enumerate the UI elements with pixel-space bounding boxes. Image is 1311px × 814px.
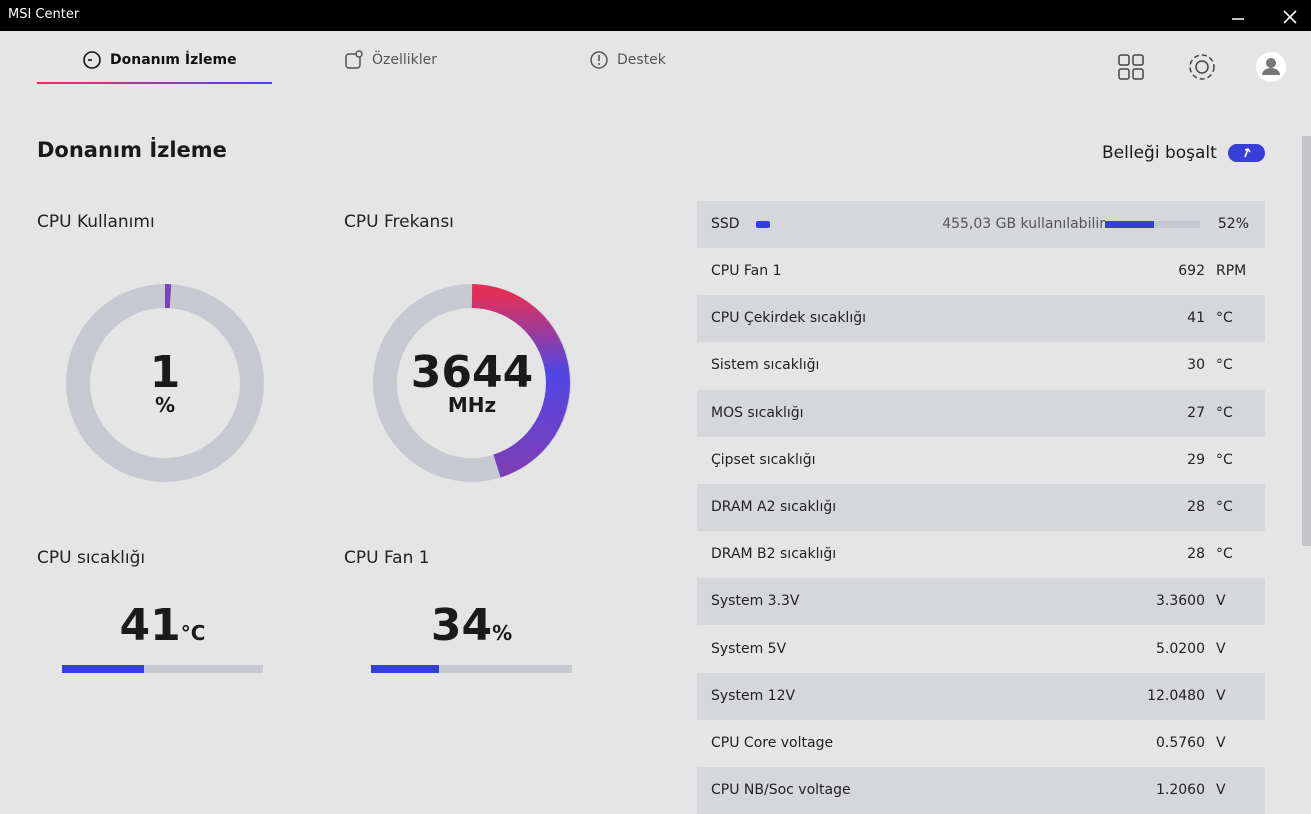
gauge-label: CPU Frekansı (344, 212, 454, 232)
sensor-unit: °C (1216, 357, 1233, 374)
sensor-row: CPU Core voltage 0.5760 V (697, 720, 1265, 767)
tab-underline (37, 82, 272, 84)
tab[interactable]: Destek (589, 50, 666, 70)
ring-value (471, 284, 570, 478)
bar-track (62, 665, 263, 673)
sensor-value: 29 (1187, 451, 1205, 468)
title-bar: MSI Center (0, 0, 1311, 31)
sensor-row: Çipset sıcaklığı 29 °C (697, 437, 1265, 484)
gauges (66, 284, 571, 482)
sensor-row: Sistem sıcaklığı 30 °C (697, 342, 1265, 389)
gauge-value: 3644 (410, 347, 534, 398)
tab-icon (590, 51, 608, 69)
gauge-unit: MHz (447, 393, 497, 417)
sensor-unit: °C (1216, 310, 1233, 327)
sensor-value: 1.2060 (1156, 782, 1205, 799)
sensor-row: System 3.3V 3.3600 V (697, 578, 1265, 626)
bar-value (371, 665, 440, 673)
sensor-row: CPU Çekirdek sıcaklığı 41 °C (697, 295, 1265, 343)
sensor-name: System 5V (711, 640, 787, 657)
bar-value (62, 665, 145, 673)
sensor-row: System 5V 5.0200 V (697, 626, 1265, 673)
sensor-name: CPU Core voltage (711, 735, 834, 751)
bar-track (371, 665, 572, 673)
sensor-unit: V (1216, 735, 1226, 751)
sensor-value: 27 (1187, 404, 1205, 421)
sensor-unit: V (1216, 640, 1226, 657)
free-memory-button[interactable] (1228, 144, 1266, 163)
sensor-row: System 12V 12.0480 V (697, 672, 1265, 720)
tab[interactable]: Özellikler (344, 50, 437, 70)
gauge-label: CPU Fan 1 (344, 548, 430, 568)
sensor-row: CPU NB/Soc voltage 1.2060 V (697, 767, 1265, 814)
sensor-unit: V (1216, 593, 1226, 610)
gauge-label: CPU sıcaklığı (37, 548, 146, 568)
sensor-name: Sistem sıcaklığı (711, 357, 820, 374)
gauge-unit: % (154, 393, 176, 417)
scrollbar[interactable] (1302, 136, 1311, 546)
fan-readout: 34 % (371, 600, 572, 651)
sensor-unit: °C (1216, 499, 1233, 515)
toolbar-icons[interactable] (1116, 52, 1291, 84)
sensor-unit: °C (1216, 546, 1233, 563)
window-title: MSI Center (8, 7, 80, 22)
gauge-value: 1 (149, 347, 181, 398)
page-title: Donanım İzleme (37, 138, 227, 162)
sensor-name: System 3.3V (711, 593, 800, 610)
tab-icon (345, 50, 363, 69)
sensor-value: 692 (1178, 263, 1205, 279)
ssd-value: 52 (1217, 216, 1236, 232)
ssd-unit: % (1235, 216, 1249, 232)
gauge-value: 41 (119, 600, 181, 651)
ssd-label: SSD (711, 216, 740, 232)
tab[interactable]: Donanım İzleme (82, 50, 237, 70)
window-controls[interactable] (1230, 10, 1300, 24)
tab-label: Özellikler (372, 52, 438, 68)
ssd-row: SSD 455,03 GB kullanılabilir 52% (697, 201, 1265, 248)
sensor-value: 28 (1187, 546, 1205, 563)
sensor-value: 0.5760 (1156, 735, 1205, 751)
sensor-name: CPU NB/Soc voltage (711, 782, 851, 799)
sensor-value: 41 (1187, 310, 1205, 327)
sensor-unit: RPM (1216, 263, 1247, 279)
sensor-name: DRAM A2 sıcaklığı (711, 499, 837, 515)
ssd-available: 455,03 GB kullanılabilir (942, 216, 1105, 232)
ring-value (66, 284, 264, 482)
tab-icon (83, 51, 101, 69)
sensor-name: System 12V (711, 687, 796, 704)
bar-track (1105, 221, 1200, 228)
temp-readout: 41 °C (62, 600, 263, 651)
sensor-name: Çipset sıcaklığı (711, 451, 816, 468)
sensor-name: DRAM B2 sıcaklığı (711, 546, 837, 563)
ssd-usage: 52% (1218, 216, 1249, 232)
sensor-row: DRAM B2 sıcaklığı 28 °C (697, 531, 1265, 578)
sensor-unit: V (1216, 687, 1226, 704)
sensor-row: MOS sıcaklığı 27 °C (697, 389, 1265, 437)
sensor-value: 5.0200 (1156, 640, 1205, 657)
sensor-unit: V (1216, 782, 1226, 799)
tab-label: Donanım İzleme (110, 52, 237, 68)
tab-label: Destek (617, 52, 666, 68)
gauge-unit: % (492, 621, 513, 645)
sensor-unit: °C (1216, 451, 1233, 468)
ssd-icon (756, 221, 770, 228)
sensor-value: 3.3600 (1156, 593, 1205, 610)
gauge-value: 34 (430, 600, 493, 651)
sensor-unit: °C (1216, 404, 1233, 421)
sensor-row: CPU Fan 1 692 RPM (697, 248, 1265, 295)
sensor-value: 28 (1187, 499, 1205, 515)
free-memory-label: Belleği boşalt (1102, 143, 1217, 163)
sensor-name: CPU Fan 1 (711, 263, 782, 279)
sensor-value: 12.0480 (1147, 687, 1205, 704)
sensor-value: 30 (1187, 357, 1205, 374)
bar-value (1105, 221, 1155, 228)
gauge-label: CPU Kullanımı (37, 212, 155, 232)
sensor-name: MOS sıcaklığı (711, 404, 804, 421)
sensor-row: DRAM A2 sıcaklığı 28 °C (697, 484, 1265, 531)
gauge-unit: °C (180, 621, 206, 645)
sensor-name: CPU Çekirdek sıcaklığı (711, 310, 866, 327)
